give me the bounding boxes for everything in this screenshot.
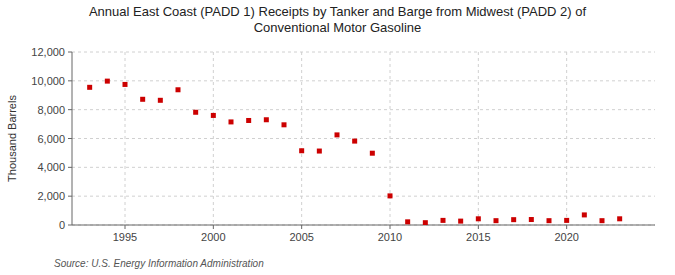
point [140,97,145,102]
point [105,79,110,84]
y-tick-label: 8,000 [37,104,65,116]
point [529,217,534,222]
y-tick [68,138,72,139]
point [158,98,163,103]
point [370,151,375,156]
source-note: Source: U.S. Energy Information Administ… [54,258,264,269]
x-grid-line [301,52,302,225]
x-tick [213,225,214,229]
x-tick-label: 2000 [201,231,225,243]
x-tick [125,225,126,229]
y-tick-label: 4,000 [37,161,65,173]
point [476,216,481,221]
y-grid-line [72,52,655,53]
point [458,219,463,224]
y-grid-line [72,225,655,226]
y-grid-line [72,109,655,110]
point [335,132,340,137]
y-grid-line [72,196,655,197]
point [282,122,287,127]
x-grid-line [390,52,391,225]
point [264,117,269,122]
y-grid-line [72,80,655,81]
x-tick-label: 2005 [289,231,313,243]
point [405,219,410,224]
x-tick [390,225,391,229]
chart: Annual East Coast (PADD 1) Receipts by T… [0,0,675,275]
point [600,218,605,223]
point [441,218,446,223]
y-grid-line [72,167,655,168]
point [246,118,251,123]
x-tick-label: 2020 [554,231,578,243]
point [494,218,499,223]
y-tick [68,52,72,53]
y-tick-label: 12,000 [31,46,65,58]
x-tick [478,225,479,229]
point [211,113,216,118]
point [582,212,587,217]
y-axis-label: Thousand Barrels [6,95,18,182]
y-tick-label: 6,000 [37,133,65,145]
y-axis [72,52,73,225]
point [511,217,516,222]
y-tick-label: 10,000 [31,75,65,87]
point [229,119,234,124]
y-tick [68,109,72,110]
title: Annual East Coast (PADD 1) Receipts by T… [89,4,586,35]
y-tick-label: 2,000 [37,190,65,202]
y-tick [68,167,72,168]
x-tick-label: 1995 [113,231,137,243]
point [617,216,622,221]
point [176,87,181,92]
x-grid-line [125,52,126,225]
x-axis [72,225,655,226]
point [564,218,569,223]
point [193,110,198,115]
x-grid-line [566,52,567,225]
y-tick [68,80,72,81]
point [423,220,428,225]
point [388,193,393,198]
y-tick-label: 0 [59,219,65,231]
y-tick [68,225,72,226]
x-tick [566,225,567,229]
y-grid-line [72,138,655,139]
y-tick [68,196,72,197]
x-grid-line [478,52,479,225]
points [87,79,622,225]
grid [72,52,655,225]
point [352,139,357,144]
point [299,148,304,153]
point [317,149,322,154]
x-grid-line [213,52,214,225]
point [87,85,92,90]
point [547,218,552,223]
x-tick-label: 2010 [378,231,402,243]
x-tick-label: 2015 [466,231,490,243]
point [123,82,128,87]
x-tick [301,225,302,229]
